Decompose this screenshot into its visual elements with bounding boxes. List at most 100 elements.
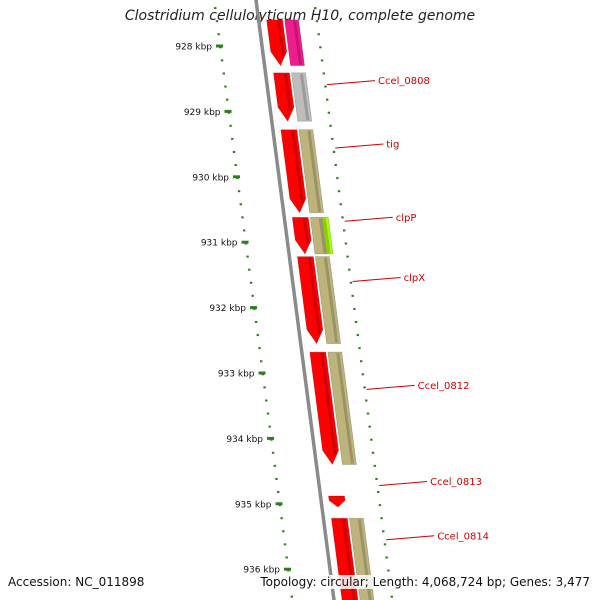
outer-tick [325, 98, 329, 101]
outer-tick [348, 268, 351, 271]
outer-tick [371, 451, 375, 454]
gene-label-ccel_0808: Ccel_0808 [378, 76, 430, 87]
outer-tick [354, 321, 358, 323]
outer-tick [314, 7, 317, 10]
feature-shade [293, 20, 303, 65]
outer-tick [383, 543, 387, 546]
minor-tick [222, 72, 225, 75]
gene-feature [315, 256, 342, 344]
minor-tick [259, 360, 263, 363]
feature-shade [323, 257, 339, 343]
gene-label-ccel_0812: Ccel_0812 [418, 381, 470, 392]
gene-feature [284, 19, 305, 66]
outer-tick [332, 150, 336, 153]
outer-tick [375, 477, 378, 480]
map-title: Clostridium cellulolyticum H10, complete… [124, 8, 476, 24]
minor-tick [266, 412, 270, 415]
tick-label: 936 kbp [243, 566, 280, 576]
minor-tick [217, 33, 220, 36]
outer-tick [327, 111, 331, 114]
tick-label: 930 kbp [192, 173, 229, 183]
minor-tick [290, 595, 293, 598]
gene-feature [297, 256, 324, 345]
feature-shade [299, 73, 310, 121]
major-tick [216, 44, 223, 48]
minor-tick [275, 477, 278, 480]
outer-tick [322, 72, 325, 75]
outer-tick [376, 491, 380, 494]
outer-tick [366, 412, 370, 415]
topology-summary-text: Topology: circular; Length: 4,068,724 bp… [256, 575, 590, 589]
gene-feature [321, 217, 334, 255]
minor-tick [231, 137, 234, 140]
feature-shade [318, 218, 327, 254]
outer-tick [385, 556, 388, 559]
gene-leader-line [386, 535, 435, 541]
gene-feature [273, 72, 295, 122]
outer-tick [319, 46, 322, 49]
major-tick [233, 175, 241, 179]
minor-tick [248, 268, 251, 271]
outer-tick [378, 504, 382, 507]
minor-tick [273, 464, 276, 467]
minor-tick [234, 164, 237, 167]
gene-feature [328, 495, 346, 508]
feature-shade [307, 130, 322, 212]
outer-tick [373, 464, 376, 467]
feature-shade [291, 130, 304, 203]
outer-tick [363, 386, 366, 389]
feature-shade [277, 20, 285, 56]
minor-tick [283, 543, 287, 546]
major-tick [275, 502, 283, 506]
feature-shade [336, 352, 354, 464]
feature-shade [307, 257, 321, 334]
outer-tick [344, 242, 348, 245]
gene-feature [309, 351, 339, 466]
major-tick [250, 306, 258, 310]
minor-tick [239, 203, 242, 206]
feature-shade [283, 73, 292, 112]
backbone [254, 0, 336, 600]
gene-leader-line [344, 216, 393, 222]
minor-tick [246, 255, 249, 258]
minor-tick [263, 386, 266, 389]
outer-tick [351, 294, 354, 297]
tick-label: 929 kbp [184, 108, 221, 118]
minor-tick [241, 216, 244, 219]
gene-leader-line [352, 276, 401, 282]
major-tick [267, 436, 275, 440]
gene-label-clpp: clpP [396, 213, 417, 224]
outer-tick [349, 281, 353, 284]
minor-tick [258, 347, 261, 350]
outer-tick [358, 347, 361, 350]
minor-tick [232, 150, 236, 153]
outer-tick [336, 177, 339, 180]
minor-tick [256, 334, 259, 337]
gene-label-ccel_0814: Ccel_0814 [437, 531, 489, 542]
gene-feature [298, 129, 325, 214]
tick-label: 935 kbp [235, 500, 272, 510]
outer-tick [365, 399, 368, 402]
gene-leader-line [335, 143, 384, 149]
accession-text: Accession: NC_011898 [8, 575, 145, 589]
outer-tick [368, 425, 371, 428]
outer-tick [390, 595, 393, 598]
tick-label: 931 kbp [201, 239, 238, 249]
outer-tick [320, 59, 324, 62]
minor-tick [242, 229, 246, 232]
outer-tick [329, 124, 332, 127]
tick-label: 933 kbp [218, 370, 255, 380]
outer-tick [361, 373, 365, 376]
gene-label-clpx: clpX [404, 273, 426, 284]
feature-shade [320, 352, 337, 455]
minor-tick [276, 491, 280, 494]
outer-tick [353, 307, 356, 310]
minor-tick [271, 451, 275, 454]
minor-tick [282, 530, 285, 533]
outer-tick [324, 85, 327, 88]
minor-tick [214, 7, 217, 10]
minor-tick [249, 281, 253, 284]
tick-label: 934 kbp [226, 435, 263, 445]
